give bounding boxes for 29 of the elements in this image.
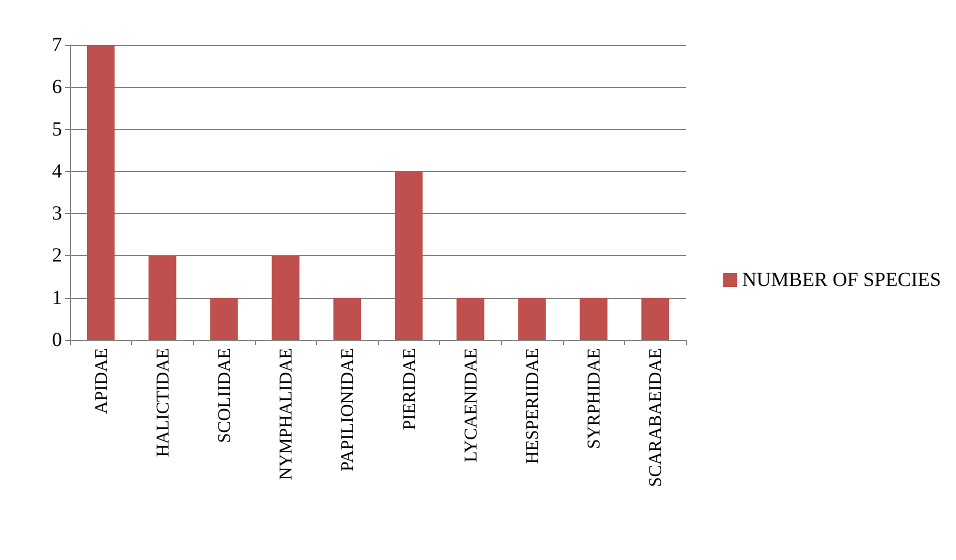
bar	[580, 298, 608, 340]
bar	[394, 171, 423, 340]
bar	[148, 256, 176, 340]
y-tick-label: 3	[52, 202, 62, 225]
y-tick-label: 0	[52, 329, 62, 351]
x-tick-label: SCARABAEIDAE	[645, 348, 666, 488]
x-tick-label: PIERIDAE	[398, 348, 419, 430]
x-tick-label: SYRPHIDAE	[584, 348, 604, 450]
x-tick-label: SCOLIIDAE	[214, 348, 234, 443]
x-tick-label: HALICTIDAE	[152, 348, 172, 457]
x-tick-label: LYCAENIDAE	[460, 348, 480, 462]
bar	[518, 298, 546, 340]
y-tick-label: 2	[52, 244, 62, 267]
y-tick-label: 6	[52, 76, 62, 98]
y-tick-label: 7	[52, 34, 62, 56]
y-tick-label: 4	[52, 160, 62, 182]
bar	[210, 298, 238, 340]
y-tick-label: 1	[52, 286, 62, 309]
legend-label: NUMBER OF SPECIES	[742, 269, 941, 291]
x-tick-label: PAPILIONIDAE	[337, 348, 358, 472]
bar	[272, 256, 300, 340]
bar	[641, 298, 670, 340]
x-tick-label: NYMPHALIDAE	[276, 348, 296, 480]
x-tick-label: APIDAE	[90, 348, 111, 414]
bar	[456, 298, 484, 340]
bar	[333, 298, 362, 340]
bar	[86, 45, 115, 340]
x-tick-label: HESPERIIDAE	[522, 348, 542, 464]
y-tick-label: 5	[52, 118, 62, 140]
